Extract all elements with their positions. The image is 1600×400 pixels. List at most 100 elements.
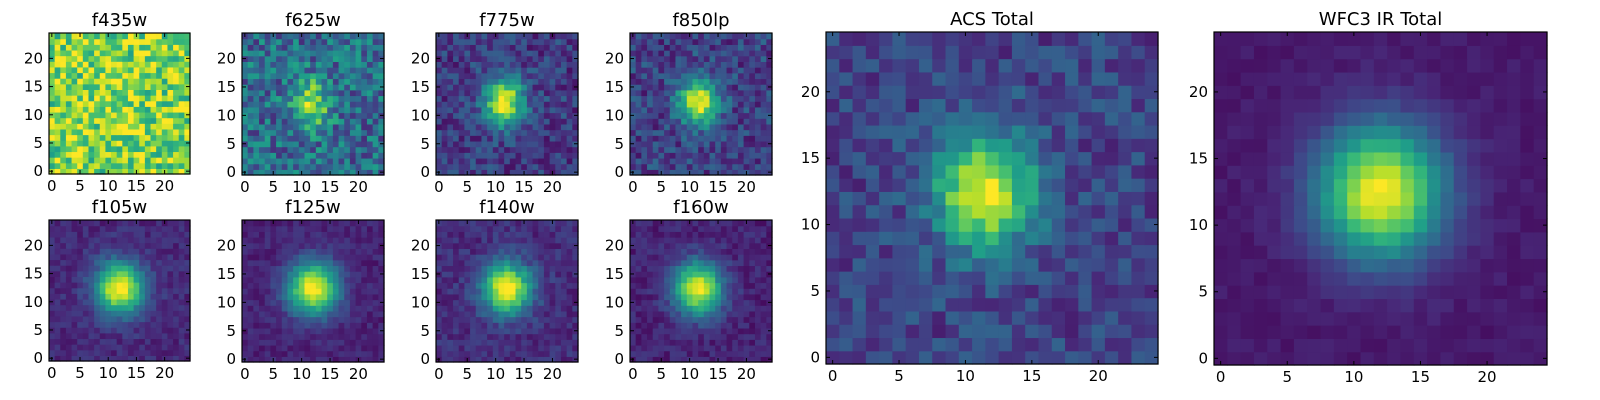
heatmap-cell	[161, 338, 169, 345]
heatmap-cell	[447, 259, 454, 267]
heatmap-cell	[242, 50, 249, 57]
heatmap-cell	[441, 305, 448, 312]
heatmap-cell	[150, 293, 157, 300]
heatmap-cell	[703, 282, 711, 289]
heatmap-cell	[361, 95, 368, 102]
heatmap-cell	[264, 231, 271, 238]
heatmap-cell	[49, 89, 56, 96]
heatmap-cell	[737, 67, 745, 74]
heatmap-cell	[270, 271, 277, 278]
heatmap-cell	[492, 344, 500, 352]
heatmap-cell	[566, 333, 573, 340]
heatmap-cell	[692, 67, 699, 74]
heatmap-cell	[332, 101, 340, 108]
heatmap-cell	[144, 248, 152, 255]
heatmap-cell	[310, 276, 317, 284]
heatmap-cell	[144, 321, 152, 328]
heatmap-cell	[641, 305, 648, 312]
heatmap-cell	[538, 237, 545, 244]
heatmap-cell	[766, 333, 773, 340]
heatmap-cell	[509, 322, 517, 329]
heatmap-cell	[361, 259, 368, 267]
heatmap-cell	[127, 242, 135, 249]
heatmap-cell	[630, 38, 637, 45]
heatmap-cell	[475, 72, 483, 80]
x-tick-label: 10	[292, 178, 311, 196]
heatmap-cell	[692, 101, 699, 108]
heatmap-cell	[99, 140, 106, 147]
heatmap-cell	[732, 316, 739, 323]
heatmap-cell	[732, 55, 739, 62]
heatmap-cell	[94, 128, 101, 136]
heatmap-cell	[509, 84, 517, 91]
heatmap-cell	[116, 145, 123, 153]
heatmap-cell	[715, 89, 722, 97]
heatmap-cell	[372, 55, 379, 62]
heatmap-cell	[150, 242, 157, 249]
heatmap-cell	[65, 78, 73, 85]
heatmap-cell	[492, 322, 500, 329]
heatmap-cell	[447, 305, 454, 312]
heatmap-cell	[122, 111, 129, 119]
heatmap-cell	[287, 101, 294, 108]
heatmap-cell	[111, 248, 118, 255]
heatmap-cell	[470, 33, 477, 40]
heatmap-cell	[372, 152, 379, 159]
heatmap-cell	[521, 78, 528, 85]
heatmap-cell	[150, 220, 157, 227]
heatmap-cell	[321, 140, 328, 148]
heatmap-cell	[560, 339, 568, 346]
heatmap-cell	[715, 276, 722, 284]
heatmap-cell	[372, 78, 379, 85]
heatmap-cell	[453, 220, 460, 227]
heatmap-cell	[560, 67, 568, 74]
heatmap-cell	[715, 38, 722, 45]
heatmap-cell	[122, 287, 129, 294]
heatmap-cell	[509, 265, 517, 272]
heatmap-cell	[173, 55, 180, 62]
heatmap-cell	[543, 112, 551, 119]
heatmap-cell	[481, 157, 488, 165]
heatmap-cell	[293, 248, 300, 255]
heatmap-cell	[355, 50, 362, 57]
heatmap-cell	[127, 100, 135, 107]
heatmap-cell	[515, 157, 522, 165]
heatmap-cell	[310, 112, 317, 119]
heatmap-cell	[60, 157, 67, 164]
heatmap-cell	[167, 310, 174, 317]
heatmap-cell	[481, 123, 488, 131]
heatmap-cell	[156, 78, 163, 85]
heatmap-cell	[60, 332, 67, 340]
heatmap-cell	[560, 84, 568, 91]
heatmap-cell	[560, 157, 568, 165]
heatmap-cell	[647, 78, 654, 85]
heatmap-cell	[732, 78, 739, 85]
heatmap-cell	[470, 271, 477, 278]
heatmap-cell	[681, 101, 688, 108]
heatmap-cell	[458, 78, 465, 85]
heatmap-cell	[378, 276, 385, 284]
heatmap-cell	[139, 248, 146, 255]
heatmap-cell	[492, 271, 500, 278]
heatmap-cell	[310, 95, 317, 102]
heatmap-cell	[566, 231, 573, 238]
heatmap-cell	[669, 356, 677, 363]
heatmap-cell	[344, 242, 351, 249]
heatmap-cell	[184, 231, 191, 238]
heatmap-cell	[532, 169, 539, 176]
heatmap-cell	[681, 123, 688, 131]
heatmap-cell	[327, 163, 334, 170]
heatmap-cell	[521, 305, 528, 312]
heatmap-cell	[703, 310, 711, 318]
heatmap-cell	[65, 83, 73, 90]
heatmap-cell	[715, 310, 722, 318]
heatmap-cell	[378, 50, 385, 57]
heatmap-cell	[464, 225, 471, 232]
heatmap-cell	[669, 157, 677, 165]
heatmap-cell	[327, 316, 334, 323]
heatmap-cell	[54, 44, 61, 51]
heatmap-cell	[60, 315, 67, 323]
heatmap-cell	[720, 276, 728, 284]
heatmap-cell	[184, 157, 191, 164]
heatmap-cell	[647, 299, 654, 306]
